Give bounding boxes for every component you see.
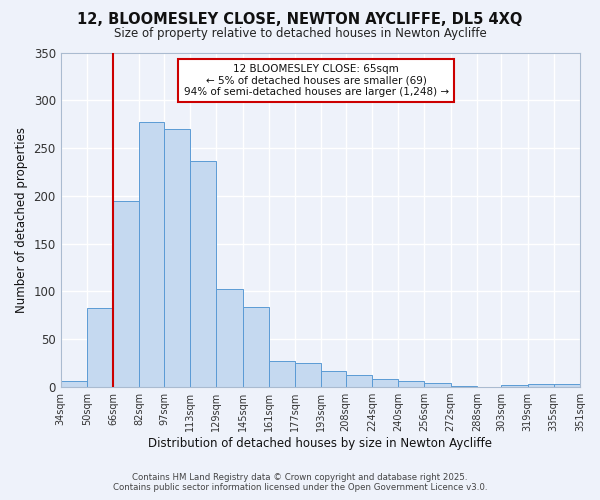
Bar — [113, 200, 139, 387]
Bar — [398, 382, 424, 387]
Bar — [217, 288, 242, 387]
Bar — [451, 386, 477, 387]
Bar — [424, 384, 451, 387]
Text: Contains HM Land Registry data © Crown copyright and database right 2025.
Contai: Contains HM Land Registry data © Crown c… — [113, 473, 487, 492]
Text: 12 BLOOMESLEY CLOSE: 65sqm
← 5% of detached houses are smaller (69)
94% of semi-: 12 BLOOMESLEY CLOSE: 65sqm ← 5% of detac… — [184, 64, 449, 97]
Bar — [372, 380, 398, 387]
Bar — [139, 122, 164, 387]
Bar — [242, 307, 269, 387]
Bar — [61, 382, 87, 387]
Bar — [502, 385, 527, 387]
Bar — [87, 308, 113, 387]
Text: Size of property relative to detached houses in Newton Aycliffe: Size of property relative to detached ho… — [113, 28, 487, 40]
Bar — [527, 384, 554, 387]
Bar — [346, 374, 372, 387]
Bar — [321, 371, 346, 387]
X-axis label: Distribution of detached houses by size in Newton Aycliffe: Distribution of detached houses by size … — [148, 437, 493, 450]
Bar — [295, 363, 321, 387]
Text: 12, BLOOMESLEY CLOSE, NEWTON AYCLIFFE, DL5 4XQ: 12, BLOOMESLEY CLOSE, NEWTON AYCLIFFE, D… — [77, 12, 523, 28]
Bar — [190, 160, 217, 387]
Bar — [164, 129, 190, 387]
Bar — [554, 384, 580, 387]
Bar — [269, 362, 295, 387]
Y-axis label: Number of detached properties: Number of detached properties — [15, 127, 28, 313]
